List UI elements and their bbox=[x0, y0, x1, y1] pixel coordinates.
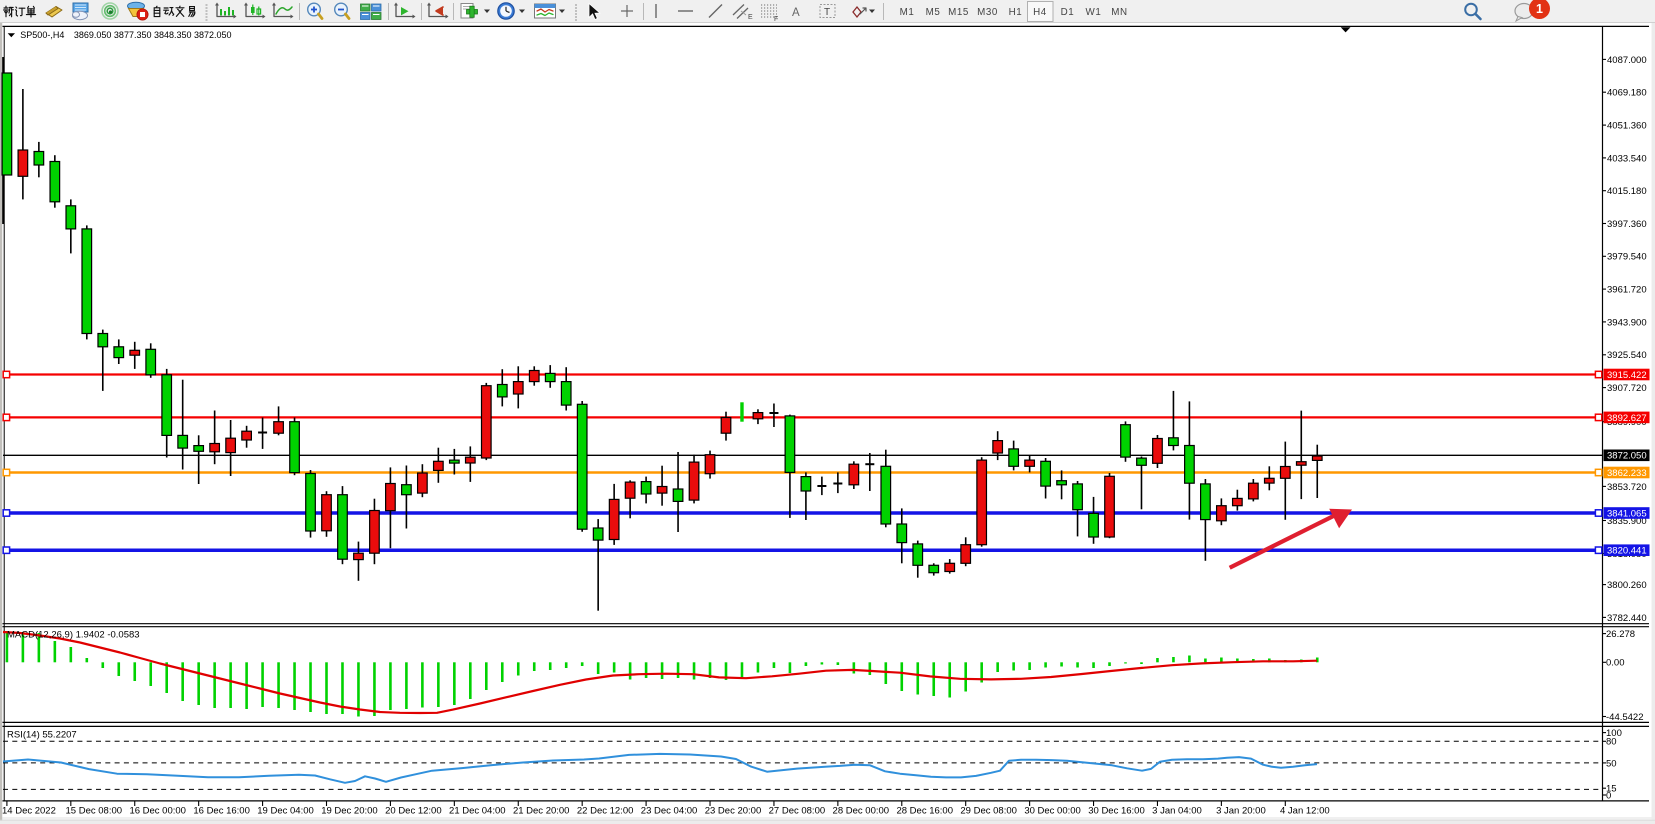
svg-text:3892.627: 3892.627 bbox=[1607, 413, 1647, 424]
svg-text:3853.720: 3853.720 bbox=[1607, 482, 1647, 493]
svg-text:4015.180: 4015.180 bbox=[1607, 186, 1647, 197]
svg-text:27 Dec 08:00: 27 Dec 08:00 bbox=[769, 806, 826, 817]
svg-text:3915.422: 3915.422 bbox=[1607, 370, 1647, 381]
svg-text:20 Dec 12:00: 20 Dec 12:00 bbox=[385, 806, 442, 817]
svg-text:3841.065: 3841.065 bbox=[1607, 508, 1647, 519]
svg-text:4 Jan 12:00: 4 Jan 12:00 bbox=[1280, 806, 1330, 817]
svg-text:3 Jan 20:00: 3 Jan 20:00 bbox=[1216, 806, 1266, 817]
svg-text:0.00: 0.00 bbox=[1606, 658, 1625, 669]
svg-text:3782.440: 3782.440 bbox=[1607, 613, 1647, 624]
svg-text:23 Dec 04:00: 23 Dec 04:00 bbox=[641, 806, 698, 817]
svg-text:M1: M1 bbox=[900, 7, 915, 18]
svg-text:3 Jan 04:00: 3 Jan 04:00 bbox=[1152, 806, 1202, 817]
svg-text:4069.180: 4069.180 bbox=[1607, 88, 1647, 99]
svg-text:M30: M30 bbox=[977, 7, 998, 18]
svg-text:1: 1 bbox=[1536, 2, 1543, 16]
svg-text:16 Dec 16:00: 16 Dec 16:00 bbox=[193, 806, 250, 817]
svg-text:3979.540: 3979.540 bbox=[1607, 252, 1647, 263]
svg-text:4051.360: 4051.360 bbox=[1607, 121, 1647, 132]
svg-text:22 Dec 12:00: 22 Dec 12:00 bbox=[577, 806, 634, 817]
svg-text:3800.260: 3800.260 bbox=[1607, 580, 1647, 591]
svg-text:SP500-,H4: SP500-,H4 bbox=[20, 30, 64, 40]
svg-text:28 Dec 00:00: 28 Dec 00:00 bbox=[833, 806, 890, 817]
svg-text:-44.5422: -44.5422 bbox=[1606, 712, 1644, 723]
svg-text:H1: H1 bbox=[1009, 7, 1023, 18]
svg-text:30 Dec 00:00: 30 Dec 00:00 bbox=[1024, 806, 1081, 817]
svg-text:RSI(14) 55.2207: RSI(14) 55.2207 bbox=[7, 730, 77, 741]
svg-text:F: F bbox=[774, 16, 778, 23]
svg-text:0: 0 bbox=[1606, 790, 1611, 801]
svg-text:3943.900: 3943.900 bbox=[1607, 317, 1647, 328]
svg-text:15 Dec 08:00: 15 Dec 08:00 bbox=[66, 806, 123, 817]
svg-text:D1: D1 bbox=[1061, 7, 1075, 18]
svg-text:23 Dec 20:00: 23 Dec 20:00 bbox=[705, 806, 762, 817]
svg-text:A: A bbox=[792, 7, 800, 19]
svg-text:16 Dec 00:00: 16 Dec 00:00 bbox=[129, 806, 186, 817]
svg-text:MN: MN bbox=[1111, 7, 1127, 18]
svg-text:21 Dec 20:00: 21 Dec 20:00 bbox=[513, 806, 570, 817]
svg-text:3820.441: 3820.441 bbox=[1607, 546, 1647, 557]
svg-text:3907.720: 3907.720 bbox=[1607, 383, 1647, 394]
svg-text:30 Dec 16:00: 30 Dec 16:00 bbox=[1088, 806, 1145, 817]
svg-text:19 Dec 04:00: 19 Dec 04:00 bbox=[257, 806, 314, 817]
svg-text:T: T bbox=[824, 7, 830, 18]
svg-text:4087.000: 4087.000 bbox=[1607, 55, 1647, 66]
svg-text:M15: M15 bbox=[948, 7, 969, 18]
svg-text:3872.050: 3872.050 bbox=[1607, 451, 1647, 462]
svg-text:H4: H4 bbox=[1033, 7, 1047, 18]
svg-text:3997.360: 3997.360 bbox=[1607, 219, 1647, 230]
svg-text:3869.050 3877.350 3848.350 387: 3869.050 3877.350 3848.350 3872.050 bbox=[74, 30, 232, 40]
svg-text:3961.720: 3961.720 bbox=[1607, 285, 1647, 296]
svg-text:4033.540: 4033.540 bbox=[1607, 153, 1647, 164]
svg-text:80: 80 bbox=[1606, 737, 1617, 748]
svg-text:3835.900: 3835.900 bbox=[1607, 516, 1647, 527]
svg-text:MACD(12,26,9) 1.9402 -0.0583: MACD(12,26,9) 1.9402 -0.0583 bbox=[7, 630, 140, 641]
svg-text:3862.233: 3862.233 bbox=[1607, 468, 1647, 479]
svg-text:28 Dec 16:00: 28 Dec 16:00 bbox=[896, 806, 953, 817]
svg-text:3925.540: 3925.540 bbox=[1607, 350, 1647, 361]
svg-text:21 Dec 04:00: 21 Dec 04:00 bbox=[449, 806, 506, 817]
svg-text:29 Dec 08:00: 29 Dec 08:00 bbox=[960, 806, 1017, 817]
svg-text:M5: M5 bbox=[926, 7, 941, 18]
svg-text:E: E bbox=[748, 14, 753, 21]
svg-text:14 Dec 2022: 14 Dec 2022 bbox=[2, 806, 56, 817]
svg-text:26.278: 26.278 bbox=[1606, 629, 1635, 640]
svg-text:15: 15 bbox=[1606, 784, 1617, 795]
svg-text:100: 100 bbox=[1606, 728, 1622, 739]
svg-text:W1: W1 bbox=[1086, 7, 1102, 18]
svg-text:50: 50 bbox=[1606, 758, 1617, 769]
svg-text:19 Dec 20:00: 19 Dec 20:00 bbox=[321, 806, 378, 817]
